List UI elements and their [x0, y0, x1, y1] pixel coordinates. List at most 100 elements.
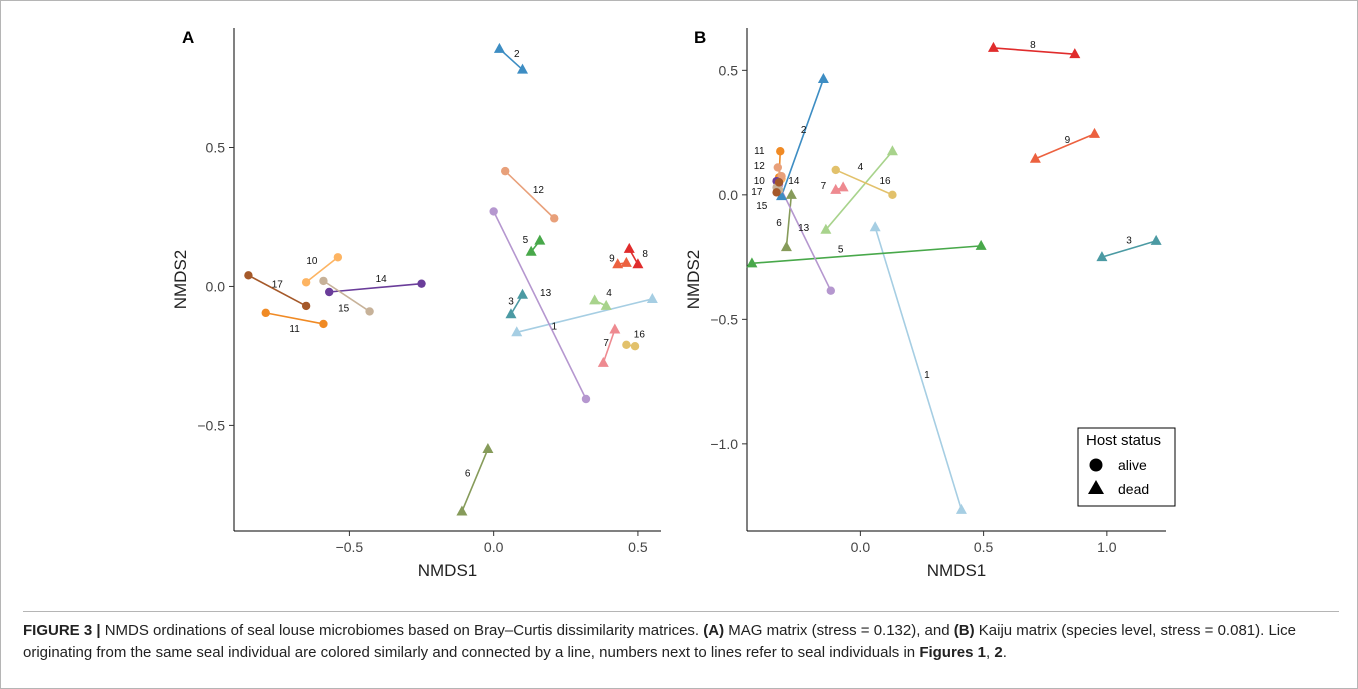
panel-b-y-tick-label: −1.0	[710, 436, 738, 452]
panel-a-pair-label-10: 10	[306, 256, 318, 267]
panel-a-point-dead-2	[493, 42, 505, 53]
panel-a-point-alive-11	[319, 319, 328, 329]
panel-a-point-dead-1	[646, 292, 658, 303]
panel-a-pair-line-12	[504, 170, 555, 219]
panel-a-y-axis-title: NMDS2	[171, 250, 190, 310]
panel-b-point-dead-8	[1069, 48, 1081, 59]
panel-b-point-dead-9	[1089, 127, 1101, 138]
panel-b-pair-label-13: 13	[798, 223, 810, 234]
legend-circle-marker	[1089, 458, 1103, 472]
panel-b-point-dead-4	[886, 145, 898, 156]
panel-a-point-alive-14	[417, 279, 426, 288]
panel-a-y-tick-label: −0.5	[197, 417, 225, 433]
panel-a-pair-label-9: 9	[609, 253, 615, 264]
figure-caption: FIGURE 3 | NMDS ordinations of seal lous…	[23, 611, 1339, 664]
panel-b-point-dead-8	[987, 41, 999, 52]
panel-a-point-dead-2	[517, 63, 529, 74]
panel-a-point-dead-4	[589, 294, 601, 305]
panel-b-point-dead-4	[820, 223, 832, 234]
panel-a-point-alive-10	[301, 278, 311, 287]
caption-panel-b: (B)	[953, 622, 975, 639]
panel-a-pair-label-2: 2	[514, 49, 520, 60]
panel-b-pair-line-9	[1035, 133, 1095, 160]
legend-title: Host status	[1086, 432, 1161, 449]
panel-b-pair-label-16: 16	[879, 176, 891, 187]
legend-item-alive: alive	[1118, 457, 1147, 473]
caption-lead: FIGURE 3 |	[23, 622, 101, 639]
panel-a-point-dead-8	[623, 242, 635, 253]
panel-b-x-tick-label: 1.0	[1097, 539, 1117, 555]
panel-b-pair-label-6: 6	[776, 218, 782, 229]
panel-a-pair-label-1: 1	[551, 321, 557, 332]
panel-a-point-dead-4	[600, 299, 612, 310]
panel-b-point-alive-17	[772, 188, 781, 197]
panel-a-pair-line-11	[265, 312, 324, 325]
caption-text-1: NMDS ordinations of seal louse microbiom…	[100, 622, 704, 639]
panel-a-pair-label-14: 14	[376, 274, 388, 285]
panel-a-point-alive-12	[501, 166, 510, 176]
panel-a-pair-label-4: 4	[606, 288, 612, 299]
panel-a-pair-line-1	[516, 298, 653, 334]
panel-a-pair-label-13: 13	[540, 288, 552, 299]
panel-a-point-alive-17	[244, 271, 253, 280]
panel-a-pair-label-12: 12	[533, 185, 545, 196]
panel-b-pair-label-1: 1	[924, 370, 930, 381]
panel-b-point-alive-16	[888, 190, 897, 200]
panel-b-y-tick-label: 0.0	[719, 187, 739, 203]
panel-b-legend: Host status alive dead	[1077, 427, 1176, 507]
panel-b-point-dead-1	[955, 503, 967, 514]
panel-b-point-dead-5	[746, 257, 758, 268]
panel-a-point-dead-3	[505, 308, 517, 319]
panel-b-pair-line-4	[825, 150, 894, 231]
panel-a-point-alive-11	[261, 308, 270, 318]
panel-a-x-tick-label: 0.5	[628, 539, 648, 555]
panel-b-point-alive-16	[831, 165, 840, 175]
panel-b-pair-label-7: 7	[821, 181, 827, 192]
panel-b-point-dead-6	[780, 241, 792, 252]
caption-figure-ref-2: 2	[994, 644, 1003, 661]
panel-a-point-dead-7	[609, 323, 621, 334]
panel-a-y-tick-label: 0.0	[206, 278, 226, 294]
panel-a: A−0.5 0.0 0.5−0.50.00.5NMDS1NMDS2123456789…	[171, 28, 661, 580]
panel-a-pair-label-15: 15	[338, 303, 350, 314]
panel-b-point-dead-2	[817, 73, 829, 84]
panel-a-pair-line-10	[305, 256, 339, 283]
panel-a-point-dead-3	[517, 288, 529, 299]
chart-svg: A−0.5 0.0 0.5−0.50.00.5NMDS1NMDS2123456789…	[171, 28, 1176, 580]
panel-b-pair-label-8: 8	[1030, 40, 1036, 51]
panel-b-point-dead-3	[1096, 251, 1108, 262]
panel-b-pair-line-1	[874, 226, 963, 511]
panel-b-pair-line-16	[835, 169, 893, 196]
panel-a-point-dead-5	[525, 245, 537, 256]
panel-b-x-tick-label: 0.5	[974, 539, 994, 555]
panel-b-pair-label-2: 2	[801, 125, 807, 136]
panel-b-point-dead-3	[1150, 234, 1162, 245]
panel-b-pair-label-5: 5	[838, 244, 844, 255]
panel-b-pair-label-10: 10	[754, 176, 766, 187]
panel-b-point-alive-11	[776, 147, 785, 156]
panel-b-point-dead-2	[776, 190, 788, 201]
panel-b-letter: B	[694, 28, 706, 47]
panel-a-pair-label-7: 7	[603, 338, 609, 349]
panel-a-point-dead-7	[597, 356, 609, 367]
panel-a-y-tick-label: 0.5	[206, 139, 226, 155]
panel-b-pair-label-15: 15	[756, 201, 768, 212]
panel-a-pair-line-15	[322, 280, 371, 313]
panel-a-point-dead-9	[620, 256, 632, 267]
panel-a-x-axis-title: NMDS1	[418, 561, 478, 580]
panel-b: B0.0 0.5 1.0−1.0−0.50.00.5NMDS1NMDS2123456…	[684, 28, 1176, 580]
legend-triangle-marker	[1088, 480, 1104, 494]
panel-a-point-dead-6	[482, 443, 494, 454]
caption-text-2: MAG matrix (stress = 0.132), and	[724, 622, 954, 639]
panel-a-pair-label-8: 8	[642, 249, 648, 260]
panel-a-letter: A	[182, 28, 194, 47]
panel-b-pair-label-3: 3	[1126, 236, 1132, 247]
panel-a-pair-label-16: 16	[634, 330, 646, 341]
panel-a-pair-line-13	[492, 211, 587, 400]
panel-a-point-dead-8	[632, 258, 644, 269]
panel-a-point-alive-10	[333, 253, 343, 262]
panel-a-point-alive-12	[550, 214, 559, 223]
caption-panel-a: (A)	[703, 622, 725, 639]
panel-a-point-dead-9	[612, 258, 624, 269]
panel-b-pair-line-5	[751, 245, 982, 265]
